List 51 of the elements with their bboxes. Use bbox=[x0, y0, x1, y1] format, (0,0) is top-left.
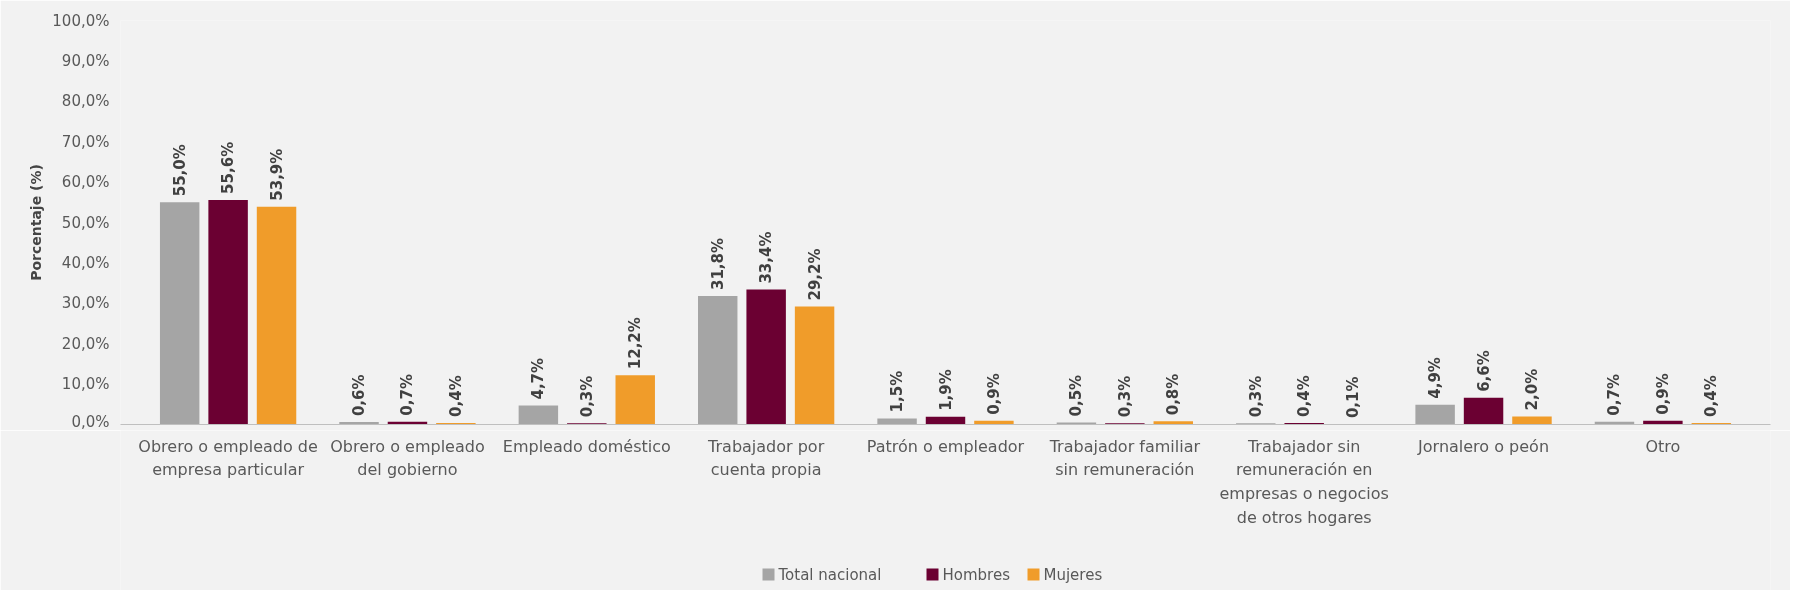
x-tick-label: Otro bbox=[1645, 436, 1681, 456]
x-tick-label: Obrero o empleado del gobierno bbox=[330, 436, 485, 480]
data-label: 0,3% bbox=[1115, 375, 1134, 418]
data-label: 0,4% bbox=[446, 375, 465, 417]
data-label: 6,6% bbox=[1474, 350, 1493, 392]
x-tick-label: Obrero o empleado de empresa particular bbox=[138, 436, 318, 480]
y-tick-label: 20,0% bbox=[61, 334, 110, 353]
data-label: 0,8% bbox=[1164, 373, 1183, 416]
y-tick-label: 50,0% bbox=[61, 213, 110, 232]
data-label: 0,6% bbox=[350, 374, 369, 417]
legend-label: Mujeres bbox=[1043, 565, 1103, 584]
y-tick-label: 70,0% bbox=[61, 132, 110, 151]
y-tick-label: 100,0% bbox=[52, 11, 110, 30]
x-tick-label: Empleado doméstico bbox=[502, 436, 671, 456]
x-tick-label: Trabajador familiar sin remuneración bbox=[1048, 436, 1201, 480]
data-label: 0,1% bbox=[1343, 376, 1362, 419]
data-label: 12,2% bbox=[626, 317, 645, 370]
data-label: 0,7% bbox=[398, 374, 417, 416]
y-tick-label: 30,0% bbox=[61, 294, 110, 313]
y-tick-label: 90,0% bbox=[61, 51, 110, 70]
data-label: 53,9% bbox=[267, 148, 286, 201]
y-tick-label: 0,0% bbox=[71, 412, 110, 431]
y-tick-label: 10,0% bbox=[61, 375, 110, 394]
data-label: 55,0% bbox=[170, 144, 189, 197]
y-tick-label: 60,0% bbox=[61, 173, 110, 192]
data-label: 4,7% bbox=[529, 357, 548, 400]
data-label: 31,8% bbox=[708, 237, 727, 291]
x-tick-label: Patrón o empleador bbox=[866, 436, 1025, 456]
data-label: 2,0% bbox=[1522, 368, 1541, 411]
data-label: 4,9% bbox=[1426, 357, 1445, 399]
data-label: 0,9% bbox=[984, 373, 1003, 415]
x-tick-label: Trabajador por cuenta propia bbox=[707, 436, 825, 480]
y-tick-label: 40,0% bbox=[61, 253, 110, 272]
data-label: 0,5% bbox=[1067, 374, 1086, 417]
legend-label: Hombres bbox=[942, 565, 1011, 584]
x-tick-label: Trabajador sin remuneración en empresas o negocios de otros hogares bbox=[1219, 436, 1389, 527]
data-label: 1,9% bbox=[936, 369, 955, 411]
data-label: 0,3% bbox=[577, 375, 596, 418]
y-axis-title: Porcentaje (%) bbox=[28, 164, 45, 281]
data-label: 0,4% bbox=[1702, 375, 1721, 417]
data-label: 29,2% bbox=[805, 248, 824, 301]
data-label: 0,9% bbox=[1653, 373, 1672, 415]
y-tick-label: 80,0% bbox=[61, 92, 110, 111]
data-label: 0,3% bbox=[1246, 375, 1265, 418]
x-tick-label: Jornalero o peón bbox=[1417, 436, 1550, 456]
data-label: 33,4% bbox=[757, 231, 776, 284]
data-label: 0,4% bbox=[1295, 375, 1314, 417]
data-label: 0,7% bbox=[1605, 374, 1624, 416]
data-label: 1,5% bbox=[888, 370, 907, 413]
legend-label: Total nacional bbox=[777, 565, 882, 584]
data-label: 55,6% bbox=[219, 141, 238, 194]
